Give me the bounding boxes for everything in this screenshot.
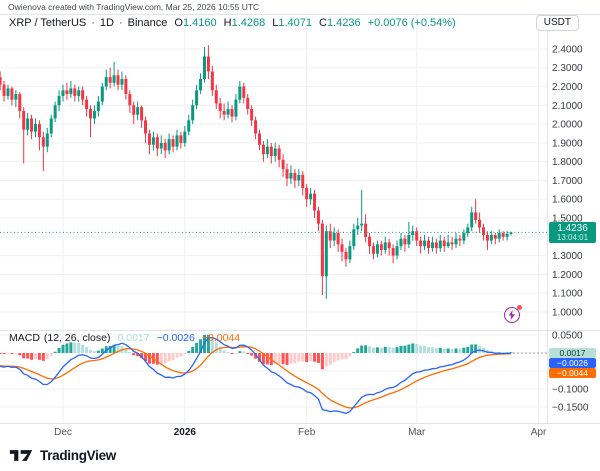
svg-text:1.3000: 1.3000 — [552, 251, 583, 262]
interval-label[interactable]: 1D — [99, 17, 114, 29]
notification-dot — [517, 305, 522, 310]
attribution-text: Owienova created with TradingView.com, M… — [8, 2, 260, 12]
lightning-icon — [504, 307, 520, 323]
macd-signal-axis-badge: −0.0044 — [549, 368, 596, 378]
tradingview-logo-icon — [9, 450, 33, 461]
time-axis[interactable]: Dec 2026 Feb Mar Apr — [54, 427, 547, 438]
exchange-label: Binance — [127, 17, 168, 29]
svg-text:1.2000: 1.2000 — [552, 270, 583, 281]
macd-title[interactable]: MACD — [9, 332, 40, 344]
svg-text:Apr: Apr — [531, 427, 547, 438]
svg-text:1.9000: 1.9000 — [552, 138, 583, 149]
quote-currency-button[interactable]: USDT — [535, 15, 579, 31]
svg-text:2.1000: 2.1000 — [552, 101, 583, 112]
attribution-bar: Owienova created with TradingView.com, M… — [0, 0, 600, 15]
svg-text:−0.1500: −0.1500 — [552, 403, 589, 414]
svg-text:−0.1000: −0.1000 — [552, 385, 589, 396]
tradingview-logo-link[interactable]: TradingView — [9, 448, 116, 463]
svg-text:2026: 2026 — [174, 427, 197, 438]
close-key: C — [319, 17, 327, 29]
svg-text:2.2000: 2.2000 — [552, 82, 583, 93]
svg-text:Mar: Mar — [408, 427, 426, 438]
svg-text:2.3000: 2.3000 — [552, 63, 583, 74]
symbol-title[interactable]: XRP / TetherUS — [9, 17, 87, 29]
tradingview-logo-text: TradingView — [40, 448, 116, 463]
flash-publish-button[interactable] — [504, 305, 522, 323]
close-value: 1.4236 — [326, 17, 361, 29]
high-value: 1.4268 — [231, 17, 266, 29]
legend-separator: · — [118, 17, 123, 29]
svg-text:1.7000: 1.7000 — [552, 176, 583, 187]
low-value: 1.4071 — [278, 17, 313, 29]
macd-line-value: −0.0026 — [156, 332, 195, 344]
legend-separator: · — [91, 17, 95, 29]
svg-text:1.1000: 1.1000 — [552, 289, 583, 300]
macd-histogram — [0, 334, 513, 370]
pane-separators — [0, 14, 600, 424]
change-value: +0.0076 (+0.54%) — [367, 17, 456, 29]
svg-text:Feb: Feb — [298, 427, 316, 438]
svg-text:0.0500: 0.0500 — [552, 330, 583, 341]
svg-text:1.6000: 1.6000 — [552, 195, 583, 206]
bar-countdown: 13:04:01 — [556, 233, 589, 242]
ohlc-high: H1.4268 — [224, 17, 266, 29]
ohlc-open: O1.4160 — [174, 17, 216, 29]
macd-signal-value: −0.0044 — [201, 332, 241, 344]
footer: TradingView — [0, 440, 600, 471]
open-value: 1.4160 — [182, 17, 217, 29]
candles-layer — [0, 45, 513, 299]
svg-text:1.5000: 1.5000 — [552, 214, 583, 225]
current-price-badge: 1.4236 13:04:01 — [549, 222, 596, 243]
macd-lines — [0, 336, 547, 414]
price-axis[interactable]: 2.4000 2.3000 2.2000 2.1000 2.0000 1.9000 1.80… — [552, 44, 589, 413]
svg-text:1.8000: 1.8000 — [552, 157, 583, 168]
macd-indicator-legend[interactable]: MACD (12, 26, close) 0.0017 −0.0026 −0.0… — [9, 332, 240, 344]
macd-line-axis-badge: −0.0026 — [549, 358, 596, 368]
current-price: 1.4236 — [557, 223, 588, 234]
svg-text:2.4000: 2.4000 — [552, 44, 583, 55]
macd-params: (12, 26, close) — [43, 332, 111, 344]
macd-hist-axis-badge: 0.0017 — [549, 348, 596, 358]
svg-text:1.0000: 1.0000 — [552, 307, 583, 318]
macd-hist-value: 0.0017 — [117, 332, 150, 344]
open-key: O — [174, 17, 183, 29]
high-key: H — [223, 17, 232, 29]
ohlc-close: C1.4236 — [319, 17, 361, 29]
ohlc-low: L1.4071 — [272, 17, 312, 29]
svg-text:Dec: Dec — [54, 427, 72, 438]
low-key: L — [272, 17, 279, 29]
svg-text:2.0000: 2.0000 — [552, 120, 583, 131]
symbol-legend[interactable]: XRP / TetherUS · 1D · Binance O1.4160 H1… — [9, 17, 456, 29]
